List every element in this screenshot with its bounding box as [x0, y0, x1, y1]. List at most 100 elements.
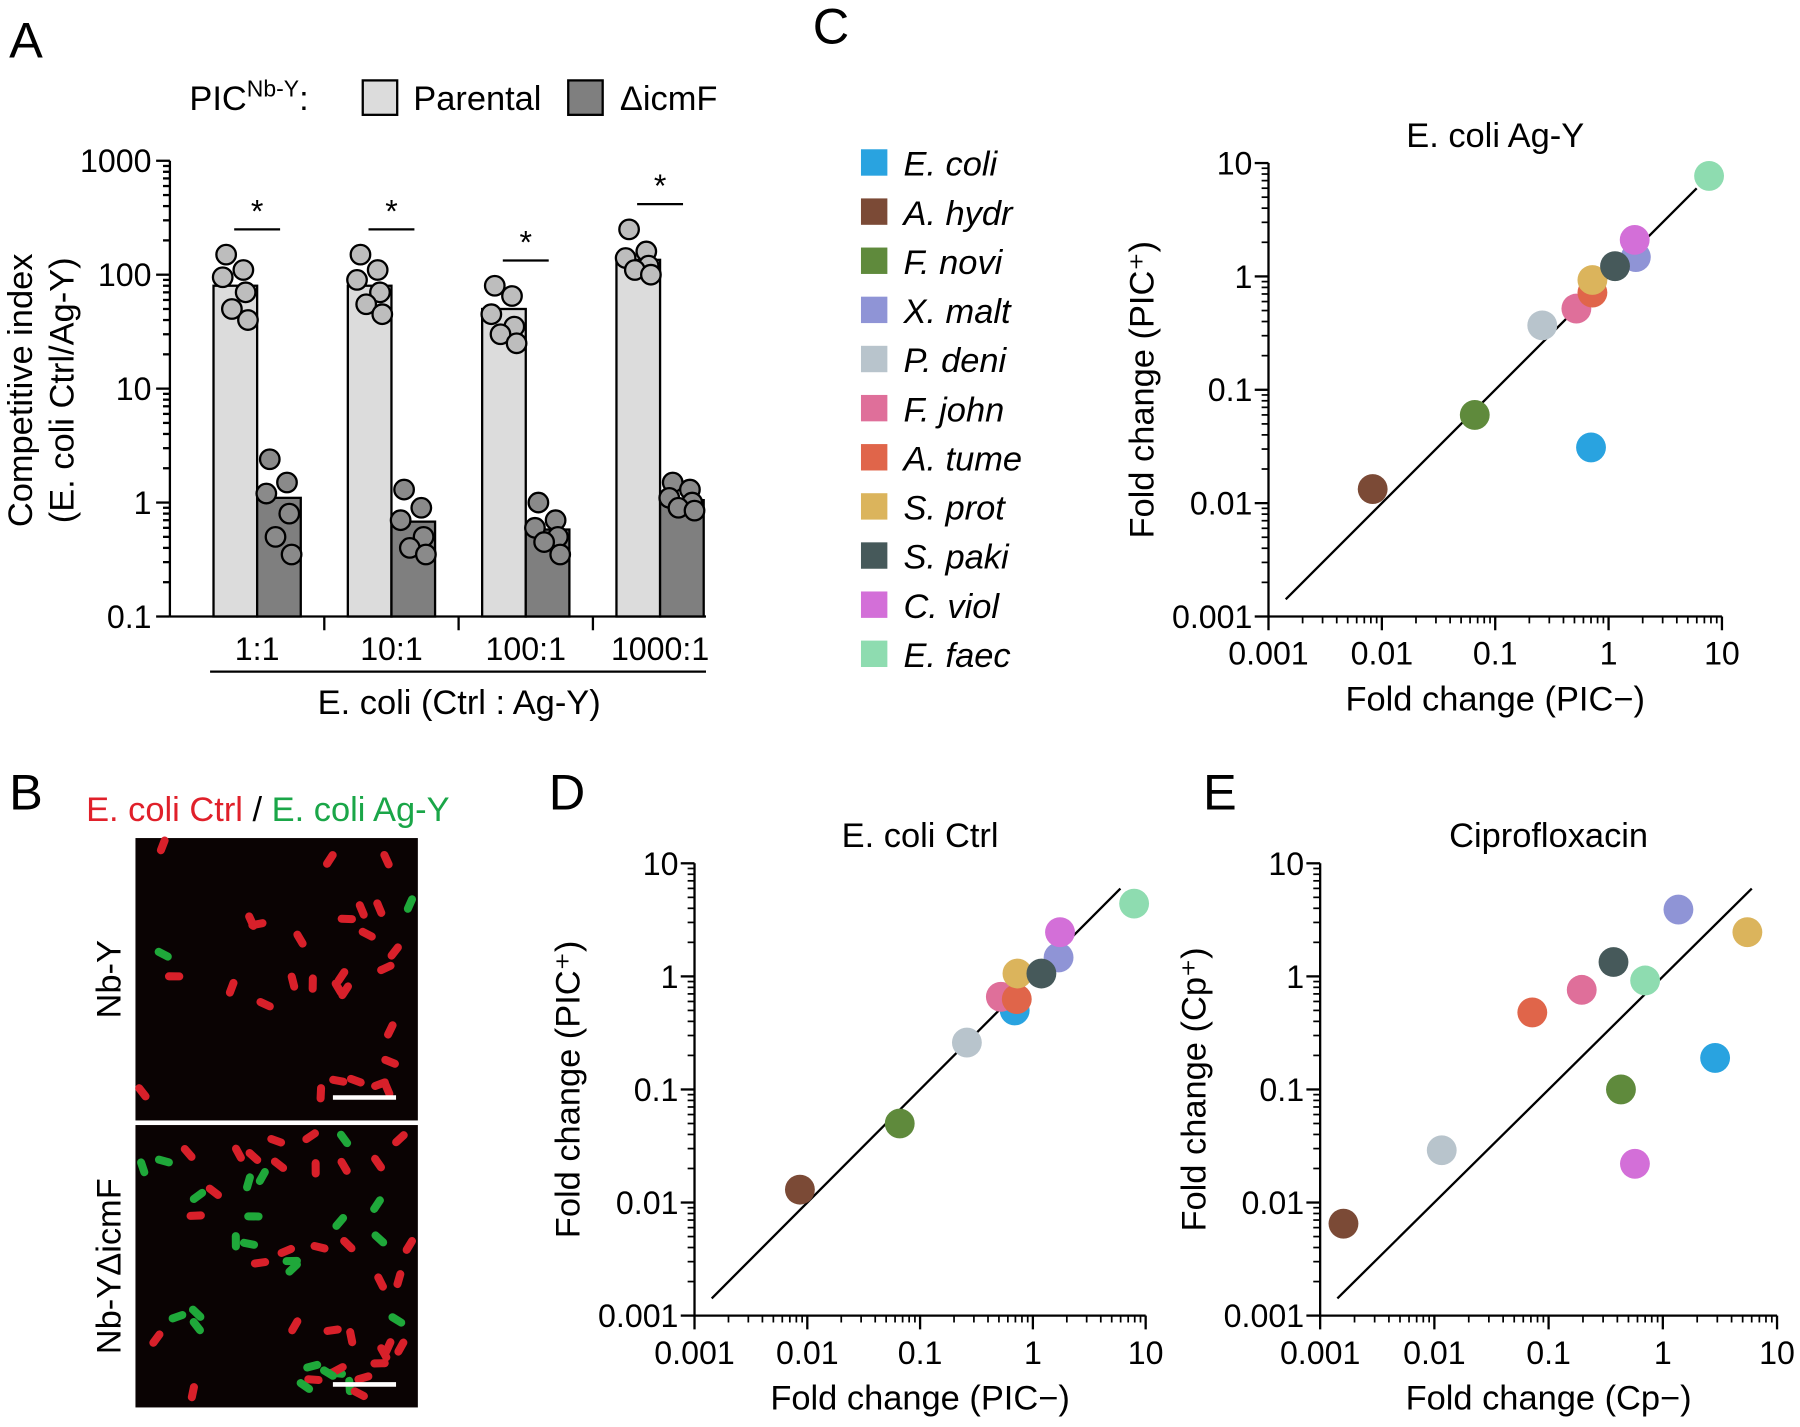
cell: [346, 1328, 357, 1347]
y-tick-label: 100: [98, 257, 152, 293]
data-point: [258, 448, 281, 471]
cell: [231, 1144, 245, 1162]
cell: [180, 1144, 196, 1161]
cell: [387, 943, 402, 960]
cell: [205, 1184, 222, 1199]
data-point: [349, 243, 372, 266]
scatter-point: [1328, 1208, 1359, 1239]
scatter-point: [884, 1108, 915, 1139]
scatter-point: [1026, 958, 1057, 989]
legend-swatch: [860, 493, 888, 520]
data-point: [389, 509, 412, 532]
data-point: [255, 482, 278, 505]
legend-swatch: [860, 640, 888, 668]
cell: [371, 1154, 385, 1172]
cell: [323, 851, 337, 868]
cell: [296, 1379, 314, 1393]
scatter-point: [1700, 1043, 1731, 1073]
scatter-point: [1001, 984, 1032, 1014]
cell: [282, 1256, 301, 1266]
scatter-point: [1694, 160, 1724, 191]
x-axis-label: Fold change (PIC−): [770, 1380, 1069, 1418]
y-tick-label: 1: [1235, 259, 1253, 295]
micro-title-part: /: [253, 791, 272, 829]
y-tick-label: 10: [116, 371, 152, 407]
cell: [189, 1318, 204, 1335]
cell: [154, 947, 172, 961]
micrograph: [135, 1125, 418, 1408]
data-point: [346, 269, 368, 291]
legend-swatch: [567, 79, 604, 116]
y-tick-label: 10: [643, 846, 679, 882]
data-point: [483, 274, 506, 297]
cell: [336, 1130, 352, 1148]
legend-label: A. hydr: [901, 195, 1014, 233]
cell: [255, 1168, 269, 1186]
data-point: [234, 281, 257, 304]
y-tick-label: 0.01: [616, 1185, 679, 1221]
scatter-point: [784, 1174, 815, 1205]
cell: [371, 1231, 388, 1247]
x-tick-label: 1000:1: [611, 631, 709, 667]
y-axis-label: Fold change (Cp⁺): [1175, 947, 1213, 1231]
data-point: [211, 266, 234, 289]
scatter-point: [1119, 888, 1150, 919]
data-point: [501, 285, 523, 307]
panel-label: C: [813, 0, 849, 55]
x-tick-label: 10: [1704, 636, 1740, 672]
significance-mark: *: [251, 193, 264, 229]
x-tick-label: 10: [1128, 1335, 1164, 1371]
data-point: [393, 478, 415, 501]
legend-label: ΔicmF: [620, 80, 718, 118]
legend-label: P. deni: [903, 342, 1007, 380]
cell: [332, 1213, 348, 1230]
y-tick-label: 10: [1217, 146, 1253, 182]
cell: [225, 978, 238, 997]
micro-title: E. coli Ctrl / E. coli Ag-Y: [86, 791, 450, 829]
x-axis-label: Fold change (PIC−): [1345, 681, 1644, 719]
x-axis-label: E. coli (Ctrl : Ag-Y): [318, 684, 601, 722]
significance-mark: *: [385, 193, 398, 229]
scatter-point: [1600, 251, 1630, 282]
y-tick-label: 0.1: [1208, 372, 1253, 408]
chart-title: E. coli Ctrl: [842, 817, 999, 855]
cell: [149, 1330, 164, 1347]
cell: [310, 1241, 329, 1253]
cell: [302, 1129, 319, 1144]
cell: [392, 1131, 408, 1147]
y-tick-label: 0.001: [1172, 599, 1252, 635]
cell: [374, 1273, 387, 1291]
cell: [370, 1196, 384, 1213]
y-tick-label: 0.01: [1242, 1185, 1305, 1221]
x-tick-label: 0.01: [1403, 1335, 1466, 1371]
cell: [393, 1270, 405, 1289]
cell: [394, 1338, 408, 1356]
cell: [384, 1021, 397, 1039]
cell: [244, 1212, 263, 1221]
data-point: [264, 525, 287, 548]
data-point: [276, 471, 298, 494]
data-point: [366, 259, 389, 281]
scatter-point: [1357, 474, 1388, 505]
cell: [187, 1383, 198, 1402]
y-axis-label: (E. coli Ctrl/Ag-Y): [43, 257, 81, 523]
cell: [320, 1366, 337, 1380]
scatter-point: [1459, 400, 1490, 430]
data-point: [527, 491, 550, 514]
x-tick-label: 1:1: [235, 631, 280, 667]
x-tick-label: 1: [1600, 636, 1618, 672]
data-point: [489, 323, 512, 346]
cell: [338, 982, 353, 1000]
cell: [270, 1157, 288, 1172]
y-axis-label: Competitive index: [2, 254, 40, 528]
row-label: Nb-Y: [91, 940, 129, 1018]
cell: [380, 850, 393, 869]
legend-label: F. john: [903, 391, 1004, 429]
micrograph: [135, 838, 418, 1121]
scatter-point: [1426, 1135, 1457, 1166]
y-tick-label: 10: [1268, 846, 1304, 882]
cell: [154, 1155, 173, 1167]
cell: [308, 974, 317, 993]
